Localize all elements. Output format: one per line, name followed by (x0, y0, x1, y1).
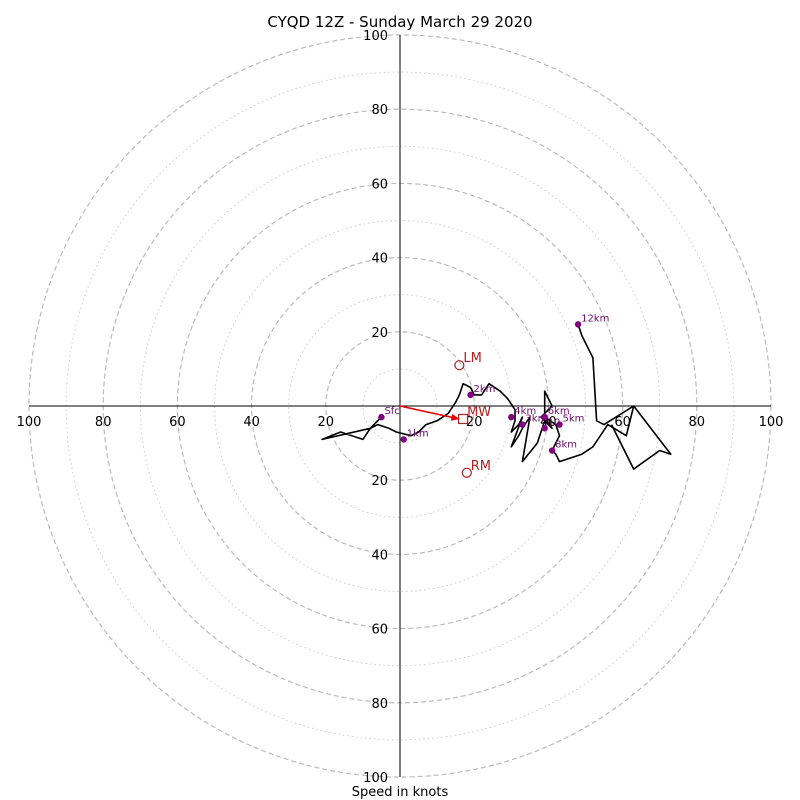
y-tick-label: 20 (371, 326, 388, 341)
y-tick-label: 80 (371, 103, 388, 118)
mean-wind-arrow-shaft (399, 405, 460, 420)
height-marker (519, 421, 526, 428)
height-marker-label: 8km (555, 440, 577, 451)
storm-marker-label: RM (471, 459, 491, 474)
y-tick-label: 20 (371, 474, 388, 489)
height-marker (574, 321, 582, 328)
storm-marker-mw (457, 413, 469, 425)
y-tick-label: 100 (363, 771, 388, 786)
x-tick-label: 100 (17, 415, 42, 430)
mean-wind-arrow (399, 405, 460, 421)
hodograph-trace (321, 324, 672, 470)
x-tick-label: 80 (689, 415, 706, 430)
height-marker-label: 1km (407, 428, 429, 439)
y-tick-label: 40 (371, 548, 388, 563)
height-marker (548, 447, 556, 454)
height-marker-label: 10 (548, 417, 561, 428)
height-marker (541, 413, 548, 421)
height-marker-label: 12km (581, 313, 609, 324)
x-tick-label: 40 (243, 415, 260, 430)
x-tick-label: 80 (95, 415, 112, 430)
y-tick-label: 40 (371, 252, 388, 267)
height-marker-label: Sfc (384, 406, 399, 417)
storm-marker-lm (454, 360, 465, 371)
y-tick-label: 60 (371, 623, 388, 638)
storm-motion-markers: LM RM MW (454, 351, 491, 478)
x-tick-label: 60 (614, 415, 631, 430)
x-tick-label: 20 (318, 415, 335, 430)
x-tick-label: 60 (169, 415, 186, 430)
y-tick-label: 60 (371, 177, 388, 192)
height-marker-label: 5km (563, 414, 585, 425)
height-marker-label: 2km (473, 384, 495, 395)
tick-labels: 2020202040404040606060608080808010010010… (17, 29, 784, 786)
height-marker (508, 413, 515, 421)
mean-wind-arrow-head (450, 413, 460, 421)
storm-marker-label: MW (467, 405, 491, 420)
height-marker (400, 436, 407, 443)
x-axis-label: Speed in knots (352, 785, 449, 800)
x-tick-label: 20 (466, 415, 483, 430)
hodograph-line-branch (610, 405, 672, 470)
height-marker (541, 425, 548, 432)
height-marker-label: 3km (525, 414, 547, 425)
y-tick-label: 100 (363, 29, 388, 44)
height-marker (556, 421, 563, 428)
storm-marker-rm (461, 467, 472, 478)
height-marker (378, 413, 385, 421)
height-marker-label: 6km (548, 406, 570, 417)
height-marker (467, 391, 474, 399)
height-marker-label: 4km (514, 406, 536, 417)
x-tick-label: 100 (759, 415, 784, 430)
y-tick-label: 80 (371, 697, 388, 712)
hodograph-line (321, 324, 635, 463)
storm-marker-label: LM (463, 351, 481, 366)
chart-title: CYQD 12Z - Sunday March 29 2020 (267, 13, 532, 31)
